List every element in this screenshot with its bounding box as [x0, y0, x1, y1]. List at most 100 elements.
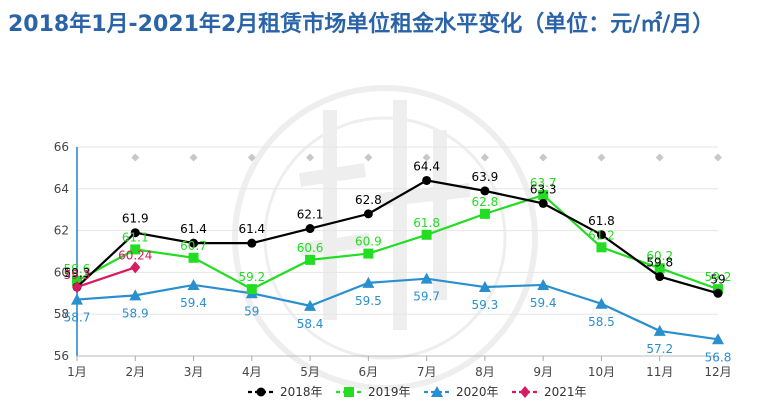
y-tick-label: 60	[54, 265, 69, 279]
data-label: 61.8	[413, 216, 440, 230]
data-label: 64.4	[413, 159, 440, 173]
watermark-logo	[232, 85, 538, 391]
data-label: 61.2	[588, 228, 615, 242]
x-tick-label: 6月	[359, 365, 379, 379]
data-label: 59.5	[355, 294, 382, 308]
data-point	[596, 230, 606, 240]
grid-diamond	[539, 153, 548, 162]
x-tick-label: 5月	[300, 365, 320, 379]
data-point	[305, 224, 315, 234]
data-point	[421, 229, 432, 240]
data-point	[538, 190, 549, 201]
y-tick-label: 62	[54, 224, 69, 238]
x-tick-label: 1月	[67, 365, 87, 379]
data-label: 57.2	[646, 342, 673, 356]
data-label: 61.9	[122, 212, 149, 226]
data-label: 59	[710, 272, 725, 286]
grid-diamond	[131, 153, 140, 162]
y-tick-label: 66	[54, 140, 69, 154]
data-point	[713, 288, 723, 298]
legend-label: 2020年	[456, 385, 499, 399]
data-label: 61.4	[180, 222, 207, 236]
data-label: 56.8	[705, 350, 732, 364]
data-label: 59.3	[64, 266, 91, 280]
data-point	[72, 275, 82, 286]
data-point	[363, 209, 373, 219]
data-label: 60.9	[355, 235, 382, 249]
data-point	[71, 293, 83, 305]
data-point	[653, 324, 666, 336]
data-point	[422, 175, 432, 185]
data-point	[537, 278, 550, 290]
data-point	[304, 299, 317, 311]
series-line	[76, 193, 719, 291]
grid-diamond	[422, 153, 431, 162]
data-point	[129, 289, 142, 301]
grid-diamond	[189, 153, 198, 162]
data-label: 61.8	[588, 214, 615, 228]
data-label: 59.3	[64, 268, 91, 282]
data-label: 62.1	[297, 208, 324, 222]
data-label: 62.8	[472, 195, 499, 209]
data-label: 58.4	[297, 317, 324, 331]
grid-diamond	[655, 153, 664, 162]
x-tick-label: 7月	[417, 365, 437, 379]
data-point	[596, 242, 607, 253]
data-label: 60.24	[118, 248, 152, 262]
data-label: 61.4	[238, 222, 265, 236]
data-label: 63.9	[472, 170, 499, 184]
series-line	[76, 266, 136, 289]
legend-label: 2018年	[280, 385, 323, 399]
data-point	[130, 261, 141, 274]
data-point	[479, 208, 490, 219]
data-point	[130, 228, 140, 238]
data-point	[712, 333, 724, 345]
data-point	[72, 281, 82, 294]
data-point	[431, 386, 443, 397]
data-point	[362, 276, 375, 288]
data-point	[188, 252, 199, 263]
data-point	[130, 244, 141, 255]
data-label: 59.8	[646, 256, 673, 270]
data-label: 59.2	[238, 270, 265, 284]
series-line	[76, 179, 719, 295]
grid-diamond	[714, 153, 722, 162]
data-label: 62.8	[355, 193, 382, 207]
x-tick-label: 10月	[588, 365, 615, 379]
data-label: 59.6	[64, 262, 91, 276]
data-label: 63.3	[530, 182, 557, 196]
data-label: 59.2	[705, 270, 732, 284]
x-tick-label: 12月	[704, 365, 731, 379]
data-label: 58.9	[122, 306, 149, 320]
data-label: 59.7	[413, 290, 440, 304]
data-label: 60.7	[180, 239, 207, 253]
x-tick-label: 8月	[475, 365, 495, 379]
y-tick-label: 56	[54, 349, 69, 363]
data-point	[655, 272, 665, 282]
data-label: 61.1	[122, 230, 149, 244]
data-point	[363, 248, 374, 259]
data-point	[247, 238, 257, 248]
data-point	[538, 198, 548, 208]
data-point	[420, 272, 433, 284]
data-point	[189, 238, 199, 248]
data-point	[595, 297, 608, 309]
data-point	[520, 386, 530, 398]
series-line	[76, 277, 719, 341]
data-point	[344, 387, 354, 397]
x-tick-label: 4月	[242, 365, 262, 379]
grid-diamond	[306, 153, 315, 162]
chart-title: 2018年1月-2021年2月租赁市场单位租金水平变化（单位：元/㎡/月）	[8, 12, 715, 37]
legend-label: 2019年	[368, 385, 411, 399]
grid-diamond	[480, 153, 489, 162]
x-tick-label: 11月	[646, 365, 673, 379]
data-label: 58.5	[588, 315, 615, 329]
data-point	[654, 263, 665, 274]
grid-diamond	[597, 153, 606, 162]
x-tick-label: 2月	[125, 365, 145, 379]
x-tick-label: 9月	[533, 365, 553, 379]
data-point	[256, 387, 266, 397]
legend-label: 2021年	[544, 385, 587, 399]
grid-diamond	[364, 153, 373, 162]
